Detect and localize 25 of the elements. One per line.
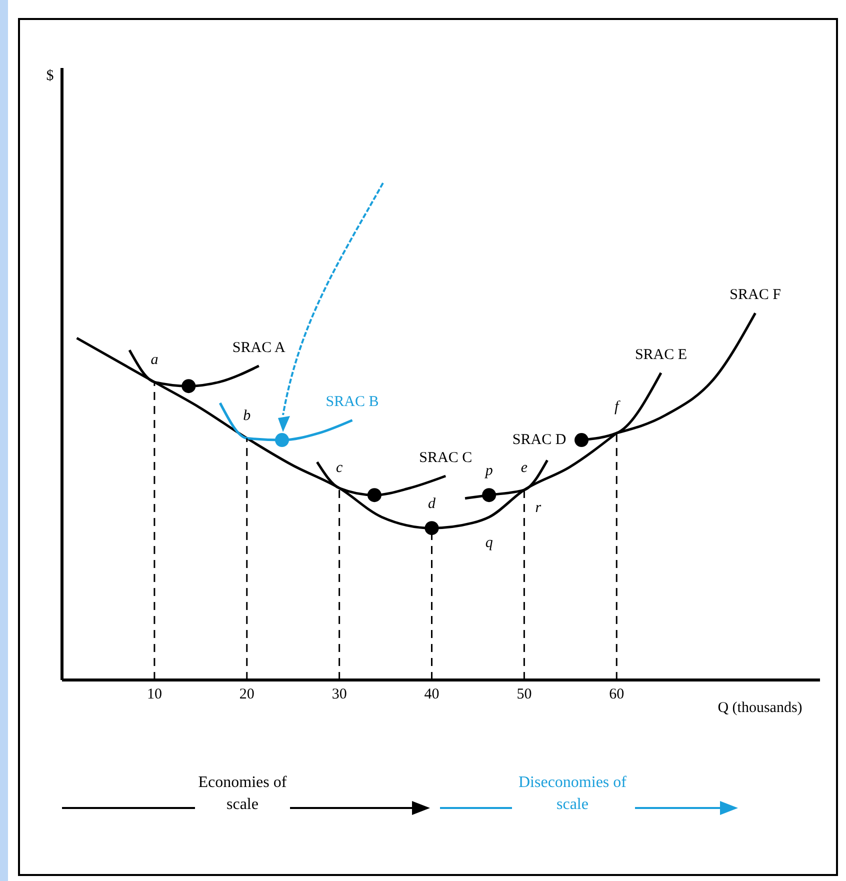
text: Diseconomies of scale <box>518 773 628 815</box>
series-label: SRAC F <box>730 287 781 304</box>
x-tick-label: 50 <box>516 686 532 703</box>
annotation: c <box>336 460 343 476</box>
x-axis-title: Q (thousands) <box>718 700 802 716</box>
text: $ <box>46 68 54 84</box>
annotation: p <box>484 463 494 480</box>
x-tick-label: 20 <box>239 686 254 703</box>
x-tick-label: 60 <box>609 686 624 703</box>
annotation: b <box>243 408 252 424</box>
annotation: a <box>150 352 158 368</box>
annotation: r <box>535 500 542 516</box>
series-label: SRAC C <box>419 450 472 466</box>
series-label: SRAC B <box>326 394 379 410</box>
series-label: SRAC D <box>512 432 566 448</box>
series-label: SRAC A <box>232 340 286 356</box>
x-tick-label: 30 <box>332 686 347 703</box>
series-label: SRAC E <box>634 346 688 363</box>
x-tick-label: 10 <box>146 686 162 703</box>
annotation: f <box>614 399 621 416</box>
annotation: d <box>428 496 436 512</box>
x-tick-label: 40 <box>424 686 440 703</box>
annotation: e <box>520 460 528 476</box>
text: Economies of scale <box>197 773 288 815</box>
annotation: q <box>485 535 494 552</box>
